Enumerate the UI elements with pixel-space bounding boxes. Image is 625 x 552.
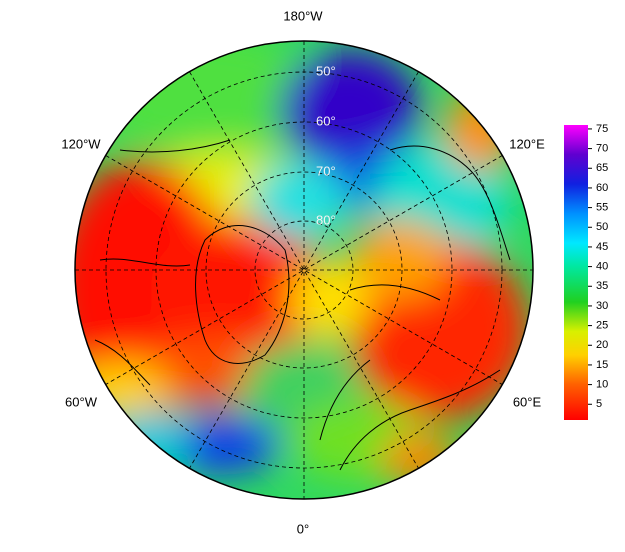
colorbar-tick-label: 30 xyxy=(596,300,608,312)
longitude-label: 180°W xyxy=(283,8,323,23)
colorbar-tick-label: 70 xyxy=(596,143,608,155)
colorbar-tick-label: 75 xyxy=(596,123,608,135)
colorbar-tick-label: 10 xyxy=(596,379,608,391)
colorbar-tick-label: 65 xyxy=(596,162,608,174)
latitude-label: 60° xyxy=(316,113,336,128)
colorbar-tick-label: 5 xyxy=(596,398,602,410)
colorbar-tick-label: 25 xyxy=(596,320,608,332)
colorbar-tick-label: 15 xyxy=(596,359,608,371)
longitude-label: 120°E xyxy=(509,136,545,151)
coastlines xyxy=(94,139,511,471)
map-boundary xyxy=(74,40,534,500)
longitude-label: 60°E xyxy=(513,394,542,409)
longitude-label: 120°W xyxy=(61,136,101,151)
latitude-label: 80° xyxy=(316,212,336,227)
longitude-label: 60°W xyxy=(65,394,98,409)
colorbar-tick-label: 55 xyxy=(596,202,608,214)
latitude-label: 70° xyxy=(316,163,336,178)
colorbar-tick-label: 35 xyxy=(596,280,608,292)
colorbar-tick-label: 20 xyxy=(596,339,608,351)
colorbar-ticks: 5 10 15 20 25 30 35 40 45 50 55 60 65 70 75 xyxy=(588,123,608,410)
latitude-label: 50° xyxy=(316,63,336,78)
colorbar-tick-label: 50 xyxy=(596,221,608,233)
colorbar-tick-label: 45 xyxy=(596,241,608,253)
colorbar-tick-label: 60 xyxy=(596,182,608,194)
longitude-label: 0° xyxy=(297,521,309,536)
graticule xyxy=(75,41,533,499)
colorbar-tick-label: 40 xyxy=(596,261,608,273)
colorbar xyxy=(564,125,588,420)
